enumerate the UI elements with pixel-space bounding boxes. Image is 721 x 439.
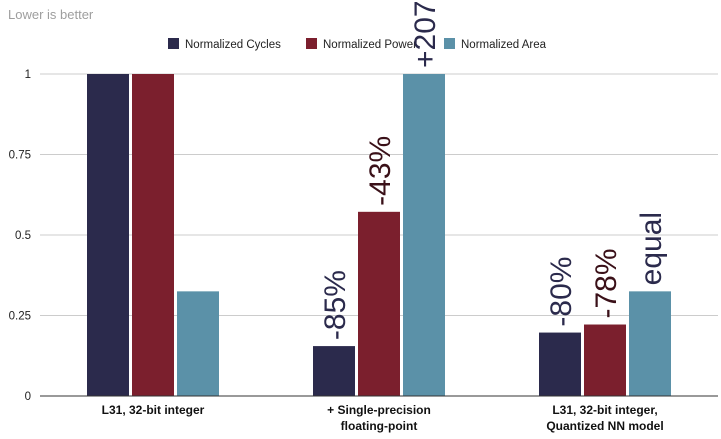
legend-swatch [306,38,317,49]
bar-annotation: -78% [590,248,623,318]
bar-annotation: +207% [409,0,442,68]
legend-swatch [168,38,179,49]
legend-label: Normalized Power [323,39,417,51]
y-tick-label: 0 [25,391,31,403]
y-tick-label: 0.5 [15,230,31,242]
x-tick-label: + Single-precision floating-point [327,403,431,433]
y-tick-label: 0.75 [9,150,31,162]
bar [87,74,129,396]
y-axis: 0 0.25 0.5 0.75 1 [9,69,31,403]
y-tick-label: 0.25 [9,311,31,323]
bars [40,74,718,397]
annotations: -85% -43% +207% -80% -78% equal [319,0,668,340]
bar [629,291,671,396]
bar [358,211,400,396]
bar [177,291,219,396]
bar [584,324,626,396]
x-tick-label: L31, 32-bit integer, Quantized NN model [546,403,663,433]
bar-annotation: -85% [319,270,352,340]
bar-annotation: -80% [545,257,578,327]
bar [313,346,355,396]
y-tick-label: 1 [25,69,31,81]
bar [132,74,174,396]
legend-label: Normalized Area [461,39,547,51]
bar [403,74,445,396]
bar-annotation: -43% [364,136,397,206]
legend: Normalized Cycles Normalized Power Normali… [168,38,547,51]
bar-annotation: equal [635,212,668,285]
legend-label: Normalized Cycles [185,39,281,51]
x-axis: L31, 32-bit integer + Single-precision flo… [102,403,664,433]
legend-swatch [444,38,455,49]
x-tick-label: L31, 32-bit integer [102,403,205,417]
bar [539,332,581,396]
chart-subtitle: Lower is better [8,7,94,22]
